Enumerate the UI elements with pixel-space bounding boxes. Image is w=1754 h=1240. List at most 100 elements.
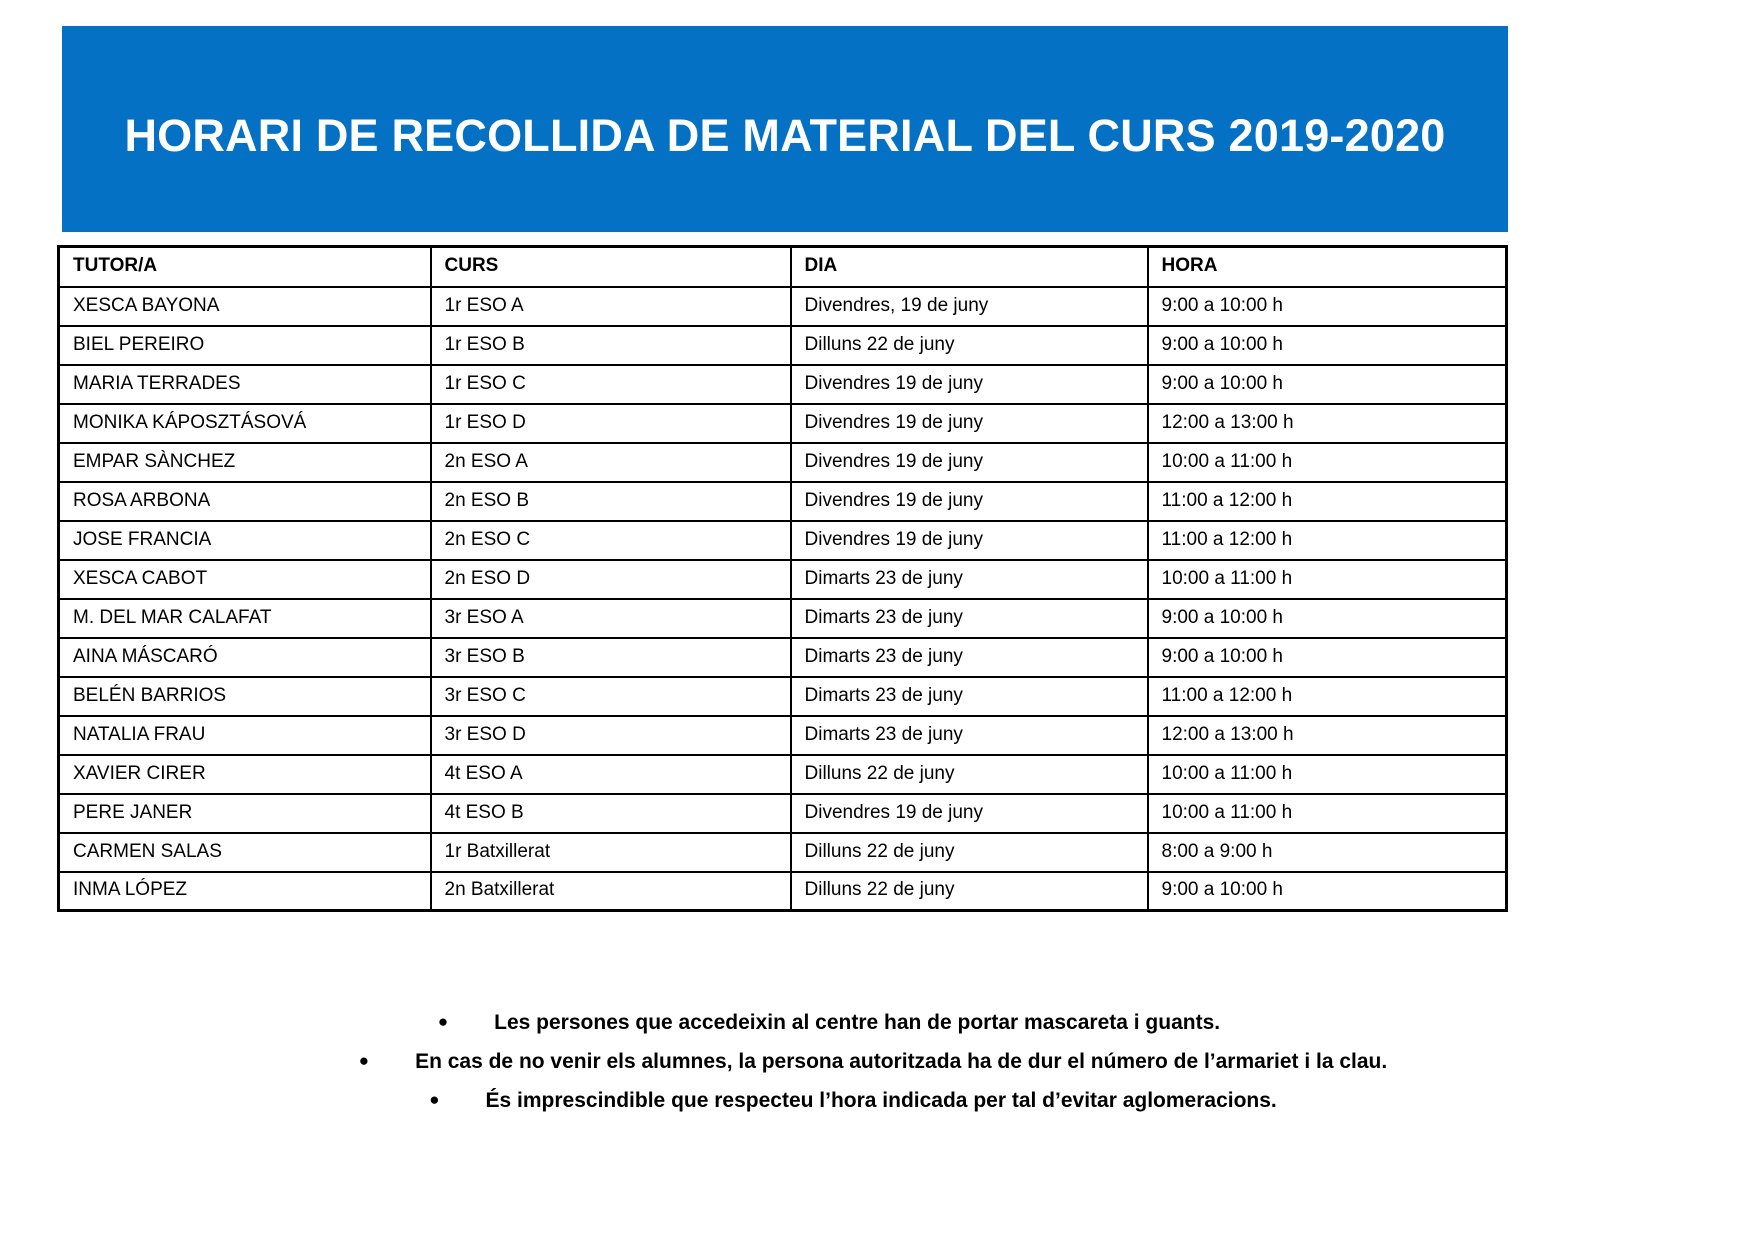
title-banner: HORARI DE RECOLLIDA DE MATERIAL DEL CURS… [62,26,1508,232]
cell-dia: Divendres 19 de juny [789,402,1149,444]
cell-dia: Dilluns 22 de juny [789,753,1149,795]
cell-tutor: CARMEN SALAS [57,831,432,873]
note-item: ● Les persones que accedeixin al centre h… [0,1012,1754,1033]
cell-curs: 2n ESO B [429,480,792,522]
cell-hora: 9:00 a 10:00 h [1146,285,1508,327]
cell-hora: 11:00 a 12:00 h [1146,519,1508,561]
cell-curs: 3r ESO D [429,714,792,756]
cell-curs: 2n ESO D [429,558,792,600]
notes-list: ● Les persones que accedeixin al centre h… [0,1012,1754,1129]
cell-hora: 10:00 a 11:00 h [1146,792,1508,834]
cell-tutor: ROSA ARBONA [57,480,432,522]
cell-hora: 10:00 a 11:00 h [1146,753,1508,795]
cell-hora: 9:00 a 10:00 h [1146,324,1508,366]
cell-tutor: PERE JANER [57,792,432,834]
cell-dia: Dimarts 23 de juny [789,597,1149,639]
cell-hora: 9:00 a 10:00 h [1146,597,1508,639]
table-row: BIEL PEREIRO 1r ESO B Dilluns 22 de juny 9:… [57,324,1508,366]
cell-hora: 9:00 a 10:00 h [1146,636,1508,678]
cell-tutor: MARIA TERRADES [57,363,432,405]
cell-curs: 1r Batxillerat [429,831,792,873]
cell-hora: 12:00 a 13:00 h [1146,402,1508,444]
cell-tutor: XESCA CABOT [57,558,432,600]
table-row: NATALIA FRAU 3r ESO D Dimarts 23 de juny 12… [57,714,1508,756]
cell-dia: Dimarts 23 de juny [789,675,1149,717]
cell-curs: 1r ESO D [429,402,792,444]
table-body: XESCA BAYONA 1r ESO A Divendres, 19 de jun… [57,285,1508,912]
table-row: ROSA ARBONA 2n ESO B Divendres 19 de juny 1… [57,480,1508,522]
table-row: M. DEL MAR CALAFAT 3r ESO A Dimarts 23 de … [57,597,1508,639]
cell-tutor: XAVIER CIRER [57,753,432,795]
cell-tutor: BIEL PEREIRO [57,324,432,366]
bullet-icon: ● [358,1051,370,1070]
cell-curs: 4t ESO B [429,792,792,834]
schedule-table: TUTOR/A CURS DIA HORA XESCA BAYONA 1r ESO… [57,245,1508,912]
note-item: ● En cas de no venir els alumnes, la pers… [0,1051,1754,1072]
cell-hora: 9:00 a 10:00 h [1146,363,1508,405]
bullet-icon: ● [437,1012,449,1031]
table-row: PERE JANER 4t ESO B Divendres 19 de juny 10… [57,792,1508,834]
table-row: XAVIER CIRER 4t ESO A Dilluns 22 de juny 10… [57,753,1508,795]
cell-dia: Divendres 19 de juny [789,363,1149,405]
cell-hora: 12:00 a 13:00 h [1146,714,1508,756]
cell-dia: Dilluns 22 de juny [789,324,1149,366]
column-header-dia: DIA [789,245,1149,288]
note-text: És imprescindible que respecteu l’hora i… [485,1089,1277,1112]
cell-dia: Divendres, 19 de juny [789,285,1149,327]
cell-curs: 2n ESO A [429,441,792,483]
table-row: EMPAR SÀNCHEZ 2n ESO A Divendres 19 de jun… [57,441,1508,483]
column-header-curs: CURS [429,245,792,288]
cell-curs: 3r ESO B [429,636,792,678]
cell-hora: 11:00 a 12:00 h [1146,480,1508,522]
table-row: INMA LÓPEZ 2n Batxillerat Dilluns 22 de ju… [57,870,1508,912]
cell-hora: 8:00 a 9:00 h [1146,831,1508,873]
table-row: CARMEN SALAS 1r Batxillerat Dilluns 22 de … [57,831,1508,873]
cell-tutor: XESCA BAYONA [57,285,432,327]
cell-hora: 9:00 a 10:00 h [1146,870,1508,912]
table-row: AINA MÁSCARÓ 3r ESO B Dimarts 23 de juny 9:… [57,636,1508,678]
column-header-tutor: TUTOR/A [57,245,432,288]
cell-tutor: INMA LÓPEZ [57,870,432,912]
cell-curs: 2n Batxillerat [429,870,792,912]
cell-dia: Dilluns 22 de juny [789,870,1149,912]
cell-dia: Dimarts 23 de juny [789,636,1149,678]
note-text: En cas de no venir els alumnes, la perso… [415,1050,1388,1073]
cell-dia: Divendres 19 de juny [789,480,1149,522]
table-row: XESCA BAYONA 1r ESO A Divendres, 19 de jun… [57,285,1508,327]
cell-dia: Divendres 19 de juny [789,441,1149,483]
cell-hora: 11:00 a 12:00 h [1146,675,1508,717]
note-item: ● És imprescindible que respecteu l’hora … [0,1090,1754,1111]
cell-tutor: NATALIA FRAU [57,714,432,756]
cell-dia: Dilluns 22 de juny [789,831,1149,873]
cell-curs: 3r ESO C [429,675,792,717]
table-row: BELÉN BARRIOS 3r ESO C Dimarts 23 de juny 1… [57,675,1508,717]
cell-tutor: AINA MÁSCARÓ [57,636,432,678]
table-row: JOSE FRANCIA 2n ESO C Divendres 19 de juny… [57,519,1508,561]
cell-dia: Divendres 19 de juny [789,792,1149,834]
cell-tutor: M. DEL MAR CALAFAT [57,597,432,639]
column-header-hora: HORA [1146,245,1508,288]
cell-tutor: JOSE FRANCIA [57,519,432,561]
cell-curs: 2n ESO C [429,519,792,561]
bullet-icon: ● [429,1090,440,1109]
cell-dia: Divendres 19 de juny [789,519,1149,561]
note-text: Les persones que accedeixin al centre ha… [494,1011,1221,1034]
table-header: TUTOR/A CURS DIA HORA [57,245,1508,288]
table-row: MARIA TERRADES 1r ESO C Divendres 19 de ju… [57,363,1508,405]
cell-dia: Dimarts 23 de juny [789,714,1149,756]
schedule-table-container: TUTOR/A CURS DIA HORA XESCA BAYONA 1r ESO… [57,245,1508,912]
table-row: XESCA CABOT 2n ESO D Dimarts 23 de juny 10:… [57,558,1508,600]
cell-dia: Dimarts 23 de juny [789,558,1149,600]
cell-hora: 10:00 a 11:00 h [1146,558,1508,600]
cell-curs: 1r ESO B [429,324,792,366]
cell-tutor: BELÉN BARRIOS [57,675,432,717]
document-title: HORARI DE RECOLLIDA DE MATERIAL DEL CURS… [124,110,1446,161]
cell-curs: 1r ESO C [429,363,792,405]
cell-tutor: MONIKA KÁPOSZTÁSOVÁ [57,402,432,444]
cell-tutor: EMPAR SÀNCHEZ [57,441,432,483]
cell-curs: 1r ESO A [429,285,792,327]
cell-hora: 10:00 a 11:00 h [1146,441,1508,483]
cell-curs: 3r ESO A [429,597,792,639]
cell-curs: 4t ESO A [429,753,792,795]
